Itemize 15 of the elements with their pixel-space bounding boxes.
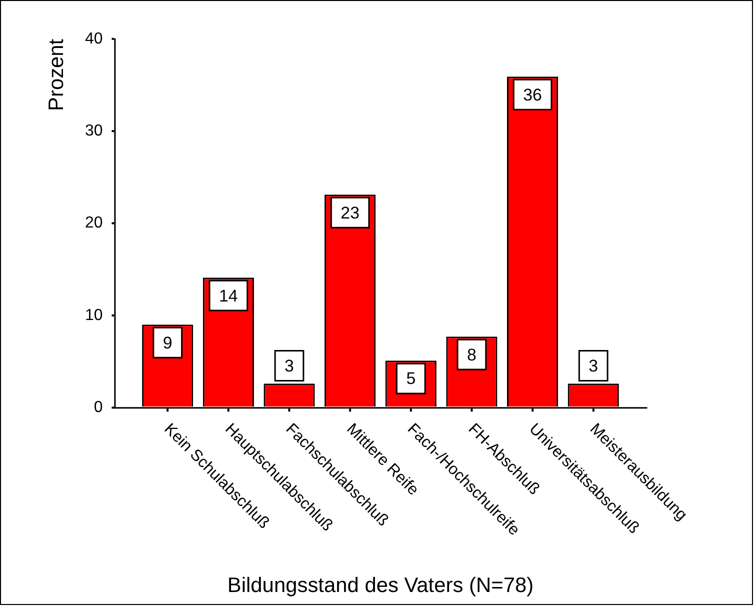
data-label: 8: [467, 345, 476, 364]
data-label: 9: [162, 333, 172, 352]
data-label: 3: [284, 356, 294, 376]
x-axis-title: Bildungsstand des Vaters (N=78): [227, 574, 534, 598]
y-tick-label: 20: [84, 214, 103, 232]
y-tick-label: 40: [84, 30, 103, 48]
y-tick-label: 30: [84, 122, 103, 140]
data-label: 23: [340, 203, 360, 222]
data-label: 3: [588, 356, 598, 376]
data-label: 36: [523, 85, 542, 104]
y-tick-label: 10: [84, 306, 103, 324]
data-label: 5: [406, 369, 416, 388]
y-axis-title: Prozent: [45, 38, 68, 111]
y-tick-label: 0: [94, 399, 103, 416]
data-label: 14: [219, 286, 238, 306]
